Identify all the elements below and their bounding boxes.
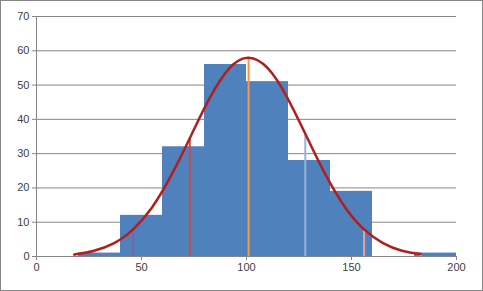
svg-text:30: 30 xyxy=(17,147,29,159)
svg-text:40: 40 xyxy=(17,113,29,125)
svg-text:0: 0 xyxy=(33,261,39,273)
svg-text:100: 100 xyxy=(237,261,255,273)
svg-text:10: 10 xyxy=(17,216,29,228)
svg-text:20: 20 xyxy=(17,181,29,193)
svg-text:70: 70 xyxy=(17,10,29,22)
svg-text:60: 60 xyxy=(17,44,29,56)
svg-text:50: 50 xyxy=(17,79,29,91)
svg-text:200: 200 xyxy=(447,261,465,273)
svg-text:150: 150 xyxy=(342,261,360,273)
svg-text:50: 50 xyxy=(135,261,147,273)
svg-text:0: 0 xyxy=(23,250,29,262)
